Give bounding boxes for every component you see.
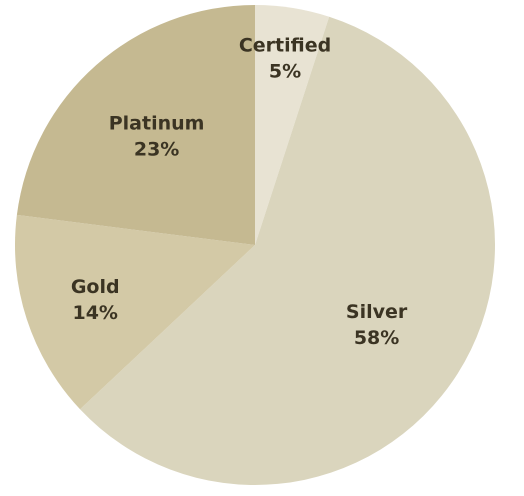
slice-value-platinum: 23% [134, 138, 179, 160]
slice-label-certified: Certified [239, 34, 331, 56]
slices-layer [15, 5, 495, 485]
slice-label-silver: Silver [346, 301, 408, 323]
slice-label-gold: Gold [71, 276, 120, 298]
slice-label-platinum: Platinum [109, 112, 205, 134]
slice-value-gold: 14% [72, 302, 117, 324]
slice-value-certified: 5% [269, 60, 301, 82]
slice-value-silver: 58% [354, 327, 399, 349]
